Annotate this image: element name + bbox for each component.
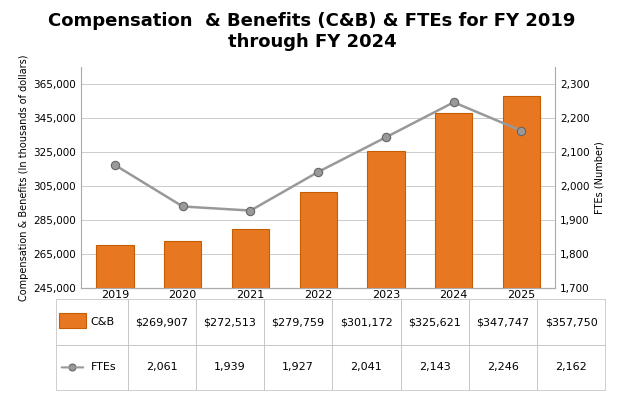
Text: 2,041: 2,041 (351, 362, 383, 372)
Text: $325,621: $325,621 (408, 317, 461, 327)
Text: $347,747: $347,747 (476, 317, 530, 327)
Bar (333, 345, 401, 390)
Bar (503, 96, 540, 394)
Bar (59, 312, 86, 329)
Bar (127, 299, 196, 345)
Text: 1,939: 1,939 (214, 362, 246, 372)
Y-axis label: FTEs (Number): FTEs (Number) (594, 141, 604, 214)
Text: FTEs: FTEs (90, 362, 116, 372)
Text: Compensation  & Benefits (C&B) & FTEs for FY 2019
through FY 2024: Compensation & Benefits (C&B) & FTEs for… (48, 12, 576, 50)
Text: $301,172: $301,172 (340, 317, 392, 327)
Bar (232, 229, 269, 394)
Bar (469, 345, 537, 390)
Text: $269,907: $269,907 (135, 317, 188, 327)
Bar (164, 241, 202, 394)
Bar (537, 345, 605, 390)
Text: 2,246: 2,246 (487, 362, 519, 372)
Text: 2,162: 2,162 (555, 362, 587, 372)
Text: $279,759: $279,759 (271, 317, 324, 327)
Text: 2,061: 2,061 (146, 362, 177, 372)
Text: $357,750: $357,750 (545, 317, 598, 327)
Bar (368, 151, 404, 394)
Bar (56, 299, 127, 345)
Bar (56, 345, 127, 390)
Y-axis label: Compensation & Benefits (In thousands of dollars): Compensation & Benefits (In thousands of… (19, 54, 29, 301)
Bar (435, 113, 472, 394)
Bar (196, 299, 264, 345)
Bar (333, 299, 401, 345)
Bar (537, 299, 605, 345)
Bar (196, 345, 264, 390)
Bar (127, 345, 196, 390)
Bar (401, 299, 469, 345)
Bar (401, 345, 469, 390)
Bar (264, 345, 333, 390)
Bar (96, 245, 134, 394)
Bar (469, 299, 537, 345)
Text: 2,143: 2,143 (419, 362, 451, 372)
Bar (264, 299, 333, 345)
Bar (300, 192, 337, 394)
Text: 1,927: 1,927 (282, 362, 314, 372)
Text: $272,513: $272,513 (203, 317, 256, 327)
Text: C&B: C&B (90, 317, 115, 327)
